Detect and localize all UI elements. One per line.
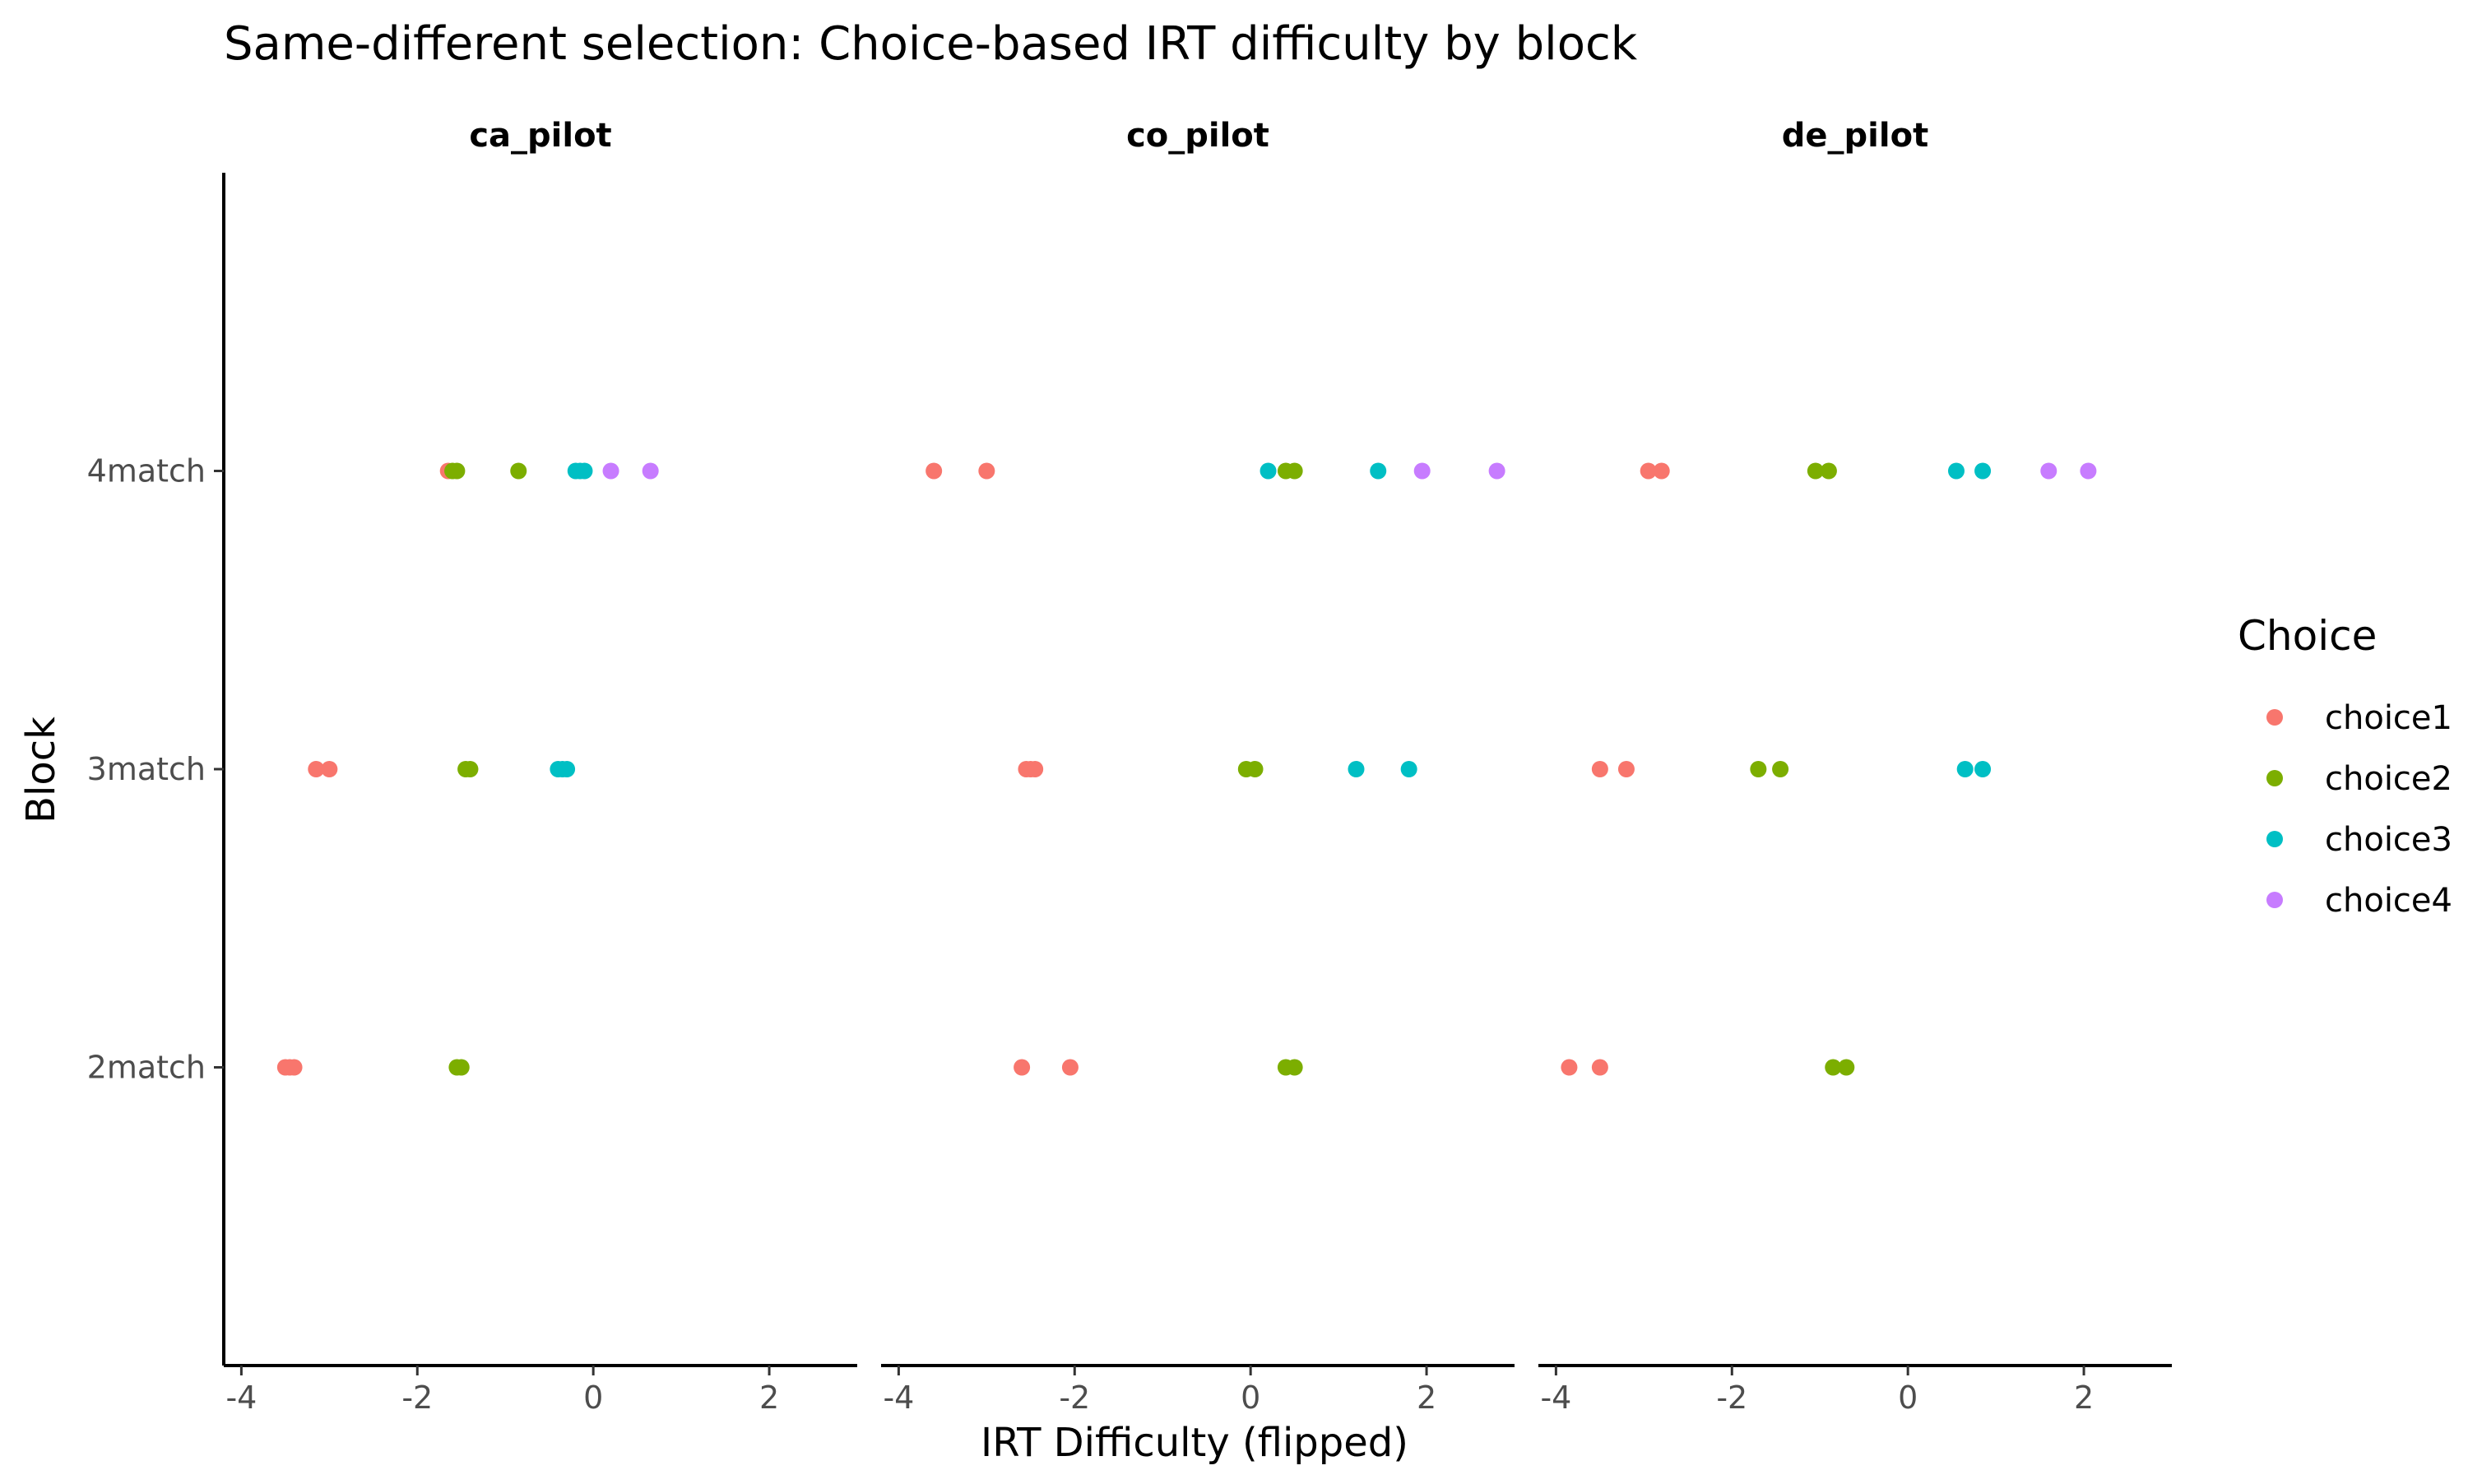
data-point-choice2	[1825, 1059, 1842, 1076]
legend-label-choice4: choice4	[2325, 882, 2452, 920]
legend-key-choice2	[2266, 770, 2283, 786]
data-point-choice1	[1640, 462, 1657, 480]
x-tick-label: 2	[2074, 1380, 2094, 1416]
data-point-choice4	[2040, 462, 2057, 480]
legend-title: Choice	[2238, 612, 2377, 660]
legend-key-choice4	[2266, 892, 2283, 908]
legend-key-choice1	[2266, 709, 2283, 726]
x-tick-label: 0	[583, 1380, 603, 1416]
data-point-choice4	[2080, 462, 2097, 480]
x-tick-label: 0	[1898, 1380, 1918, 1416]
y-axis-title: Block	[18, 716, 64, 823]
data-point-choice2	[452, 1059, 470, 1076]
panel-co_pilot: co_pilot -4 -2 0 2	[881, 117, 1515, 1416]
data-point-choice1	[321, 761, 338, 777]
data-point-choice3	[1974, 462, 1992, 480]
chart-title: Same-different selection: Choice-based I…	[224, 17, 1638, 71]
data-point-choice2	[1820, 462, 1837, 480]
data-point-choice3	[1348, 761, 1365, 777]
data-point-choice1	[1591, 1059, 1608, 1076]
x-tick-label: 2	[1417, 1380, 1436, 1416]
y-tick-label: 2match	[87, 1050, 206, 1086]
panel-strip-label: de_pilot	[1782, 117, 1928, 155]
legend-label-choice3: choice3	[2325, 821, 2452, 859]
data-point-choice4	[1488, 462, 1505, 480]
data-point-choice3	[1956, 761, 1974, 777]
data-point-choice2	[1750, 761, 1767, 777]
legend-label-choice2: choice2	[2325, 760, 2452, 798]
data-point-choice2	[448, 462, 466, 480]
x-tick-label: -4	[883, 1380, 914, 1416]
data-point-choice2	[1838, 1059, 1855, 1076]
data-point-choice4	[642, 462, 659, 480]
data-point-choice4	[1413, 462, 1431, 480]
y-tick-label: 4match	[87, 453, 206, 489]
panel-strip-label: co_pilot	[1126, 117, 1269, 155]
data-point-choice3	[1974, 761, 1992, 777]
data-point-choice1	[285, 1059, 303, 1076]
data-point-choice1	[1014, 1059, 1031, 1076]
legend-key-choice3	[2266, 831, 2283, 847]
x-tick-label: -4	[225, 1380, 257, 1416]
data-point-choice1	[1617, 761, 1635, 777]
data-point-choice1	[308, 761, 325, 777]
data-point-choice1	[1027, 761, 1044, 777]
data-point-choice1	[1561, 1059, 1578, 1076]
x-axis-title: IRT Difficulty (flipped)	[981, 1420, 1408, 1466]
x-tick-label: -2	[401, 1380, 433, 1416]
x-tick-label: 2	[759, 1380, 779, 1416]
legend-label-choice1: choice1	[2325, 699, 2452, 737]
data-point-choice2	[1286, 1059, 1303, 1076]
panel-strip-label: ca_pilot	[469, 117, 611, 155]
data-point-choice2	[1807, 462, 1824, 480]
data-point-choice1	[1061, 1059, 1079, 1076]
data-point-choice2	[462, 761, 479, 777]
x-tick-label: -2	[1716, 1380, 1747, 1416]
data-point-choice1	[1591, 761, 1608, 777]
data-point-choice3	[1260, 462, 1277, 480]
data-point-choice4	[602, 462, 619, 480]
x-tick-label: -2	[1059, 1380, 1090, 1416]
panel-ca_pilot: ca_pilot -4 -2 0 2	[224, 117, 857, 1416]
y-tick-label: 3match	[87, 751, 206, 787]
data-point-choice3	[576, 462, 593, 480]
x-tick-label: -4	[1540, 1380, 1571, 1416]
data-point-choice2	[1246, 761, 1264, 777]
data-point-choice1	[926, 462, 943, 480]
data-point-choice3	[559, 761, 576, 777]
data-point-choice2	[1286, 462, 1303, 480]
x-tick-label: 0	[1241, 1380, 1260, 1416]
data-point-choice1	[978, 462, 995, 480]
data-point-choice3	[1400, 761, 1417, 777]
data-point-choice2	[510, 462, 527, 480]
panel-de_pilot: de_pilot -4 -2 0 2	[1538, 117, 2172, 1416]
data-point-choice3	[1370, 462, 1387, 480]
data-point-choice2	[1772, 761, 1789, 777]
data-point-choice3	[1947, 462, 1965, 480]
data-point-choice1	[1653, 462, 1670, 480]
legend: Choice choice1 choice2 choice3 choice4	[2238, 612, 2452, 920]
legend-items: choice1 choice2 choice3 choice4	[2266, 699, 2452, 920]
